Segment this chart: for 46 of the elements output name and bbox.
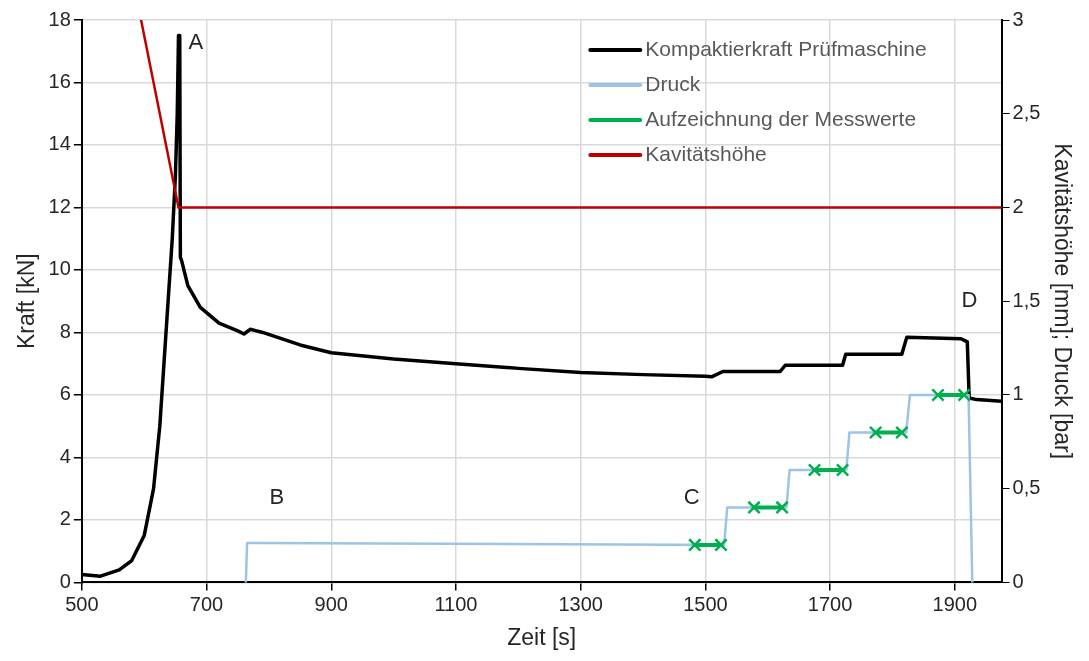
legend-label: Kompaktierkraft Prüfmaschine [645,36,927,60]
y-tick-label: 0 [59,569,71,592]
annotation: B [269,484,285,510]
y2-tick-label: 3 [1012,7,1024,30]
y2-tick-label: 2 [1012,194,1024,217]
y-tick-label: 2 [59,507,71,530]
y-tick-label: 16 [48,70,71,92]
annotation: D [961,287,978,313]
y2-tick-label: 0 [1012,569,1024,592]
y-tick-label: 4 [59,444,71,467]
point [931,388,945,402]
y-axis-title: Kraft [kN] [13,253,40,350]
legend-label: Kavitätshöhe [645,141,767,165]
x-tick-label: 500 [65,592,99,615]
y2-tick-label: 2,5 [1012,101,1041,124]
annotation: A [188,28,204,54]
point [957,388,972,402]
point [868,425,883,440]
y-tick-label: 18 [48,7,71,30]
y-tick-label: 12 [48,194,71,217]
y2-tick-label: 1 [1012,382,1024,405]
y2-axis-title: Kavitätshöhe [mm]; Druck [bar] [1049,143,1076,460]
point [894,425,909,440]
y2-tick-label: 1,5 [1012,288,1041,311]
x-tick-label: 1700 [807,592,853,615]
legend-label: Aufzeichnung der Messwerte [645,106,917,130]
y-tick-label: 6 [59,382,71,405]
point [835,463,850,477]
x-tick-label: 1500 [683,592,728,615]
point [714,538,728,552]
legend-label: Druck [645,71,701,95]
annotation: C [683,484,700,510]
y-tick-label: 10 [48,257,71,280]
y-tick-label: 8 [59,319,71,342]
y-tick-label: 14 [48,132,71,155]
x-tick-label: 700 [189,592,224,615]
point [807,463,822,477]
x-tick-label: 900 [314,592,348,615]
y2-tick-label: 0,5 [1012,476,1041,499]
x-axis-title: Zeit [s] [507,623,577,650]
x-tick-label: 1900 [932,592,978,615]
x-tick-label: 1300 [558,592,603,615]
point [687,538,702,552]
point [775,500,790,515]
point [747,500,761,515]
x-tick-label: 1100 [434,592,478,615]
